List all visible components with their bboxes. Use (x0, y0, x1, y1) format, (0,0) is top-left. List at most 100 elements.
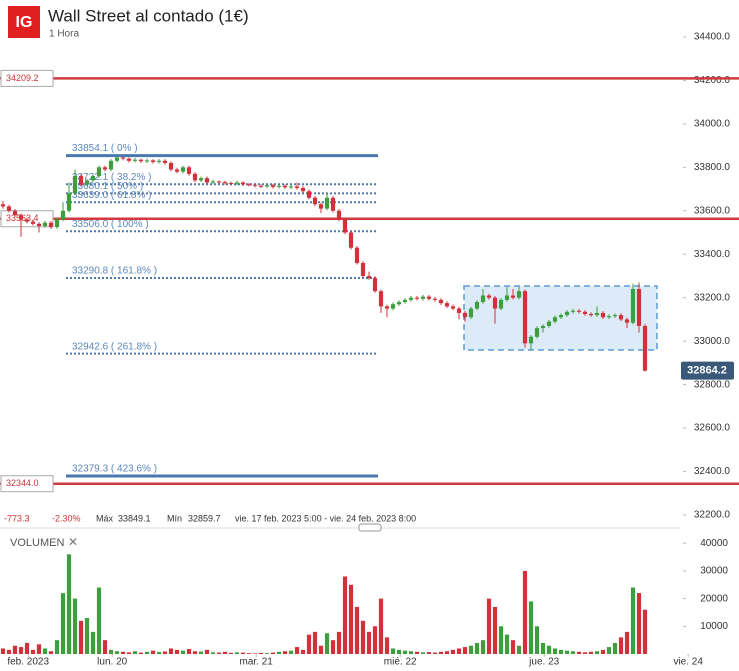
volume-bar (6, 649, 12, 654)
fib-label: 33639.0 ( 61.8% ) (72, 190, 152, 201)
candle-body (606, 316, 612, 318)
candle-body (366, 275, 372, 279)
candle-body (162, 160, 168, 163)
candle-body (456, 308, 462, 313)
candle-body (462, 312, 468, 318)
volume-close[interactable]: ✕ (68, 535, 78, 549)
candle-body (564, 311, 570, 316)
volume-bar (282, 651, 288, 654)
volume-bar (114, 651, 120, 654)
volume-bar (108, 649, 114, 654)
candle-body (282, 185, 288, 188)
candle-body (540, 325, 546, 329)
volume-bar (204, 649, 210, 654)
candle-body (204, 178, 210, 183)
candle-body (642, 325, 648, 371)
candle-body (252, 184, 258, 186)
candle-body (504, 295, 510, 300)
y-tick-label: 33200.0 (694, 292, 731, 303)
volume-bar (252, 653, 258, 654)
logo-text: IG (16, 14, 33, 31)
candle-body (318, 204, 324, 209)
volume-bar (384, 637, 390, 654)
candle-body (558, 315, 564, 318)
volume-bar (552, 648, 558, 654)
volume-bar (414, 651, 420, 654)
candle-body (132, 159, 138, 161)
y-tick-label: 34200.0 (694, 75, 731, 86)
candle-body (228, 182, 234, 184)
candle-body (66, 193, 72, 211)
level-tag (0, 475, 54, 493)
candle-body (486, 295, 492, 298)
fib-label: 33506.0 ( 100% ) (72, 219, 149, 230)
volume-bar (438, 651, 444, 654)
candle-body (198, 178, 204, 181)
logo (8, 6, 40, 38)
candle-body (552, 317, 558, 322)
x-tick-label: jue. 23 (528, 657, 559, 668)
x-tick-label: vie. 24 (673, 657, 703, 668)
volume-bar (582, 652, 588, 654)
volume-bar (504, 634, 510, 654)
candle-body (126, 158, 132, 161)
volume-bar (84, 618, 90, 654)
candle-body (444, 303, 450, 307)
volume-bar (294, 647, 300, 654)
volume-bar (168, 648, 174, 654)
change: -773.3 (4, 513, 30, 523)
fib-label: 32379.3 ( 423.6% ) (72, 464, 157, 475)
low-value: 32859.7 (188, 513, 221, 523)
candles (0, 156, 648, 372)
candle-body (348, 232, 354, 248)
volume-bar (12, 645, 18, 654)
candle-body (498, 299, 504, 309)
level-tag-label: 32344.0 (6, 478, 39, 488)
candle-body (414, 297, 420, 299)
volume-bar (630, 587, 636, 654)
fib-label: 32942.6 ( 261.8% ) (72, 341, 157, 352)
candle-body (378, 291, 384, 307)
selection-box (463, 285, 658, 351)
volume-bar (228, 652, 234, 654)
volume-bar (0, 648, 6, 654)
candle-body (300, 187, 306, 192)
candle-body (180, 167, 186, 172)
volume-bar (240, 652, 246, 654)
volume-bar (342, 576, 348, 654)
volume-bar (36, 644, 42, 654)
candle-body (42, 222, 48, 226)
volume-bar (408, 651, 414, 654)
candle-body (528, 336, 534, 344)
volume-bar (192, 651, 198, 654)
candle-body (60, 210, 66, 220)
y-tick-label: 32600.0 (694, 423, 731, 434)
volume-bar (366, 631, 372, 654)
volume-bar (180, 650, 186, 654)
volume-bar (522, 570, 528, 654)
candle-body (246, 184, 252, 186)
volume-bar (258, 652, 264, 654)
volume-tick-label: 20000 (700, 593, 728, 604)
volume-bar (606, 647, 612, 654)
volume-bar (528, 601, 534, 654)
volume-bar (612, 642, 618, 654)
volume-bar (510, 640, 516, 654)
volume-bar (270, 652, 276, 654)
y-tick-label: 33800.0 (694, 162, 731, 173)
candle-body (210, 181, 216, 183)
high-value: 33849.1 (118, 513, 151, 523)
volume-bar (498, 626, 504, 654)
volume-bar (102, 640, 108, 654)
candle-body (534, 328, 540, 337)
volume-bar (198, 651, 204, 654)
candle-body (336, 210, 342, 220)
volume-bar (636, 593, 642, 654)
candle-body (324, 197, 330, 209)
x-tick-label: lun. 20 (97, 657, 127, 668)
volume-bar (336, 631, 342, 654)
volume-title: VOLUMEN (10, 537, 64, 549)
panel-handle[interactable] (358, 523, 382, 532)
level-tag (0, 69, 54, 87)
volume-tick-label: 10000 (700, 621, 728, 632)
